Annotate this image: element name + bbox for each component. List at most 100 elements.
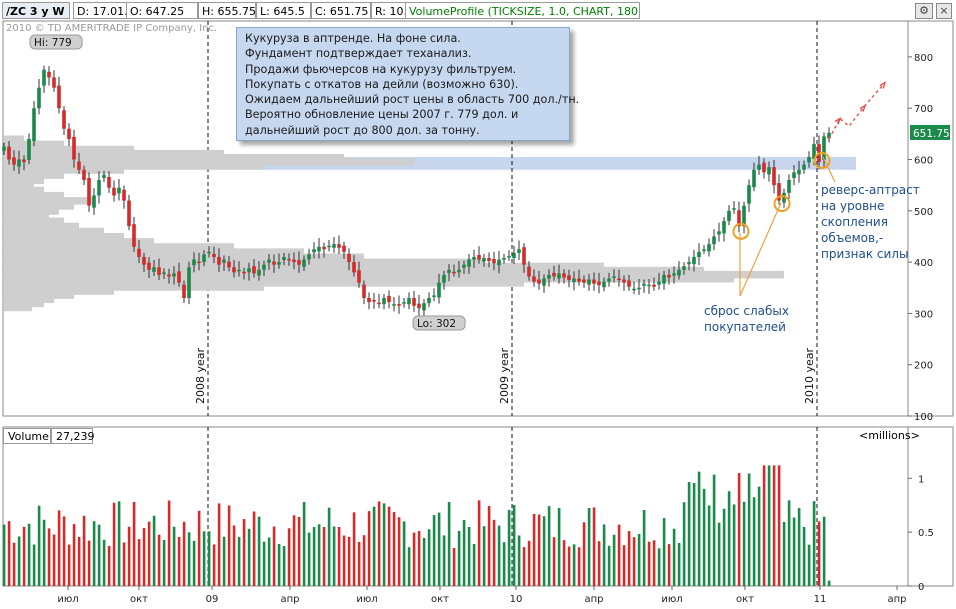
volume-bar [2,524,6,586]
volume-bar [527,540,531,586]
candle-body [287,259,291,261]
volume-bar [557,508,561,586]
close-label: C: 651.75 [311,2,371,19]
volume-bar [442,535,446,586]
close-icon[interactable]: × [936,3,952,19]
volume-bar [762,465,766,586]
volume-bar [347,536,351,586]
volume-bar [587,508,591,586]
volume-bar [357,541,361,586]
candle-body [167,274,171,277]
volume-bar [507,509,511,586]
candle-body [582,279,586,283]
volume-bar [267,537,271,586]
volume-bar [537,514,541,586]
volume-bar [492,519,496,586]
volume-profile-bar [4,202,74,210]
last-price-value: 651.75 [913,128,950,140]
copyright-text: 2010 © TD AMERITRADE IP Company, Inc. [6,23,218,34]
volume-bar [462,519,466,586]
volume-bar [487,506,491,586]
candle-body [562,273,566,278]
candle-body [682,266,686,270]
x-tick-label: 10 [510,594,523,605]
price-tick-label: 600 [914,156,933,167]
price-tick-label: 400 [914,258,933,269]
candle-body [602,281,606,288]
volume-profile-bar [4,191,64,200]
volume-bar [137,539,141,586]
year-marker-label: 2010 year [803,347,816,404]
candle-body [447,269,451,273]
candle-body [787,180,791,193]
price-tick-label: 500 [914,207,933,218]
volume-bar [57,510,61,586]
candle-body [362,284,366,299]
candle-body [417,303,421,309]
volume-bar [327,507,331,586]
candle-body [172,273,176,277]
candle-body [687,262,691,265]
volume-tick-label: 1 [918,474,924,485]
symbol-label[interactable]: /ZC 3 y W [2,2,70,19]
note-line: Вероятно обновление цены 2007 г. 779 дол… [245,108,519,122]
volume-profile-bar [4,171,64,179]
volume-bar [672,528,676,586]
price-tick-label: 700 [914,104,933,115]
candle-body [442,274,446,283]
study-label[interactable]: VolumeProfile (TICKSIZE, 1.0, CHART, 180… [405,2,640,19]
candle-body [257,269,261,276]
volume-bar [242,519,246,586]
candle-body [357,270,361,283]
candle-body [407,298,411,305]
candle-body [32,108,36,142]
candle-body [107,176,111,188]
candle-body [282,256,286,261]
candle-body [647,284,651,287]
candle-body [37,87,41,109]
volume-bar [632,537,636,586]
candle-body [227,261,231,268]
volume-bar [677,543,681,586]
candle-body [422,303,426,311]
candle-body [612,276,616,278]
candle-body [332,244,336,248]
candle-body [637,287,641,290]
candle-body [217,256,221,265]
volume-bar [337,527,341,586]
volume-bar [187,532,191,586]
highlight-circle [773,195,791,213]
volume-bar [657,548,661,586]
candle-body [567,275,571,281]
candle-body [592,279,596,284]
candle-body [367,298,371,303]
volume-bar [222,536,226,586]
year-marker-label: 2009 year [498,347,511,404]
volume-bar [572,544,576,586]
volume-bar [87,540,91,586]
volume-bar [717,522,721,586]
candle-body [642,283,646,286]
candle-body [472,256,476,260]
volume-label: Volume [3,428,51,444]
candle-body [607,278,611,282]
settings-icon[interactable]: ⚙ [915,3,933,19]
volume-bar [82,515,86,586]
candle-body [782,192,786,203]
x-tick-label: апр [887,594,906,605]
candle-body [537,279,541,284]
volume-profile-bar [4,153,344,162]
candle-body [812,144,816,159]
candle-body [252,266,256,274]
volume-bar [772,465,776,586]
volume-bar [447,501,451,586]
volume-bar [667,544,671,586]
x-tick-label: апр [280,594,299,605]
candle-body [482,258,486,262]
candle-body [182,284,186,299]
candle-body [727,210,731,222]
x-tick-label: окт [736,594,754,605]
volume-bar [652,540,656,586]
price-axis-area [907,20,954,417]
candle-body [622,279,626,283]
